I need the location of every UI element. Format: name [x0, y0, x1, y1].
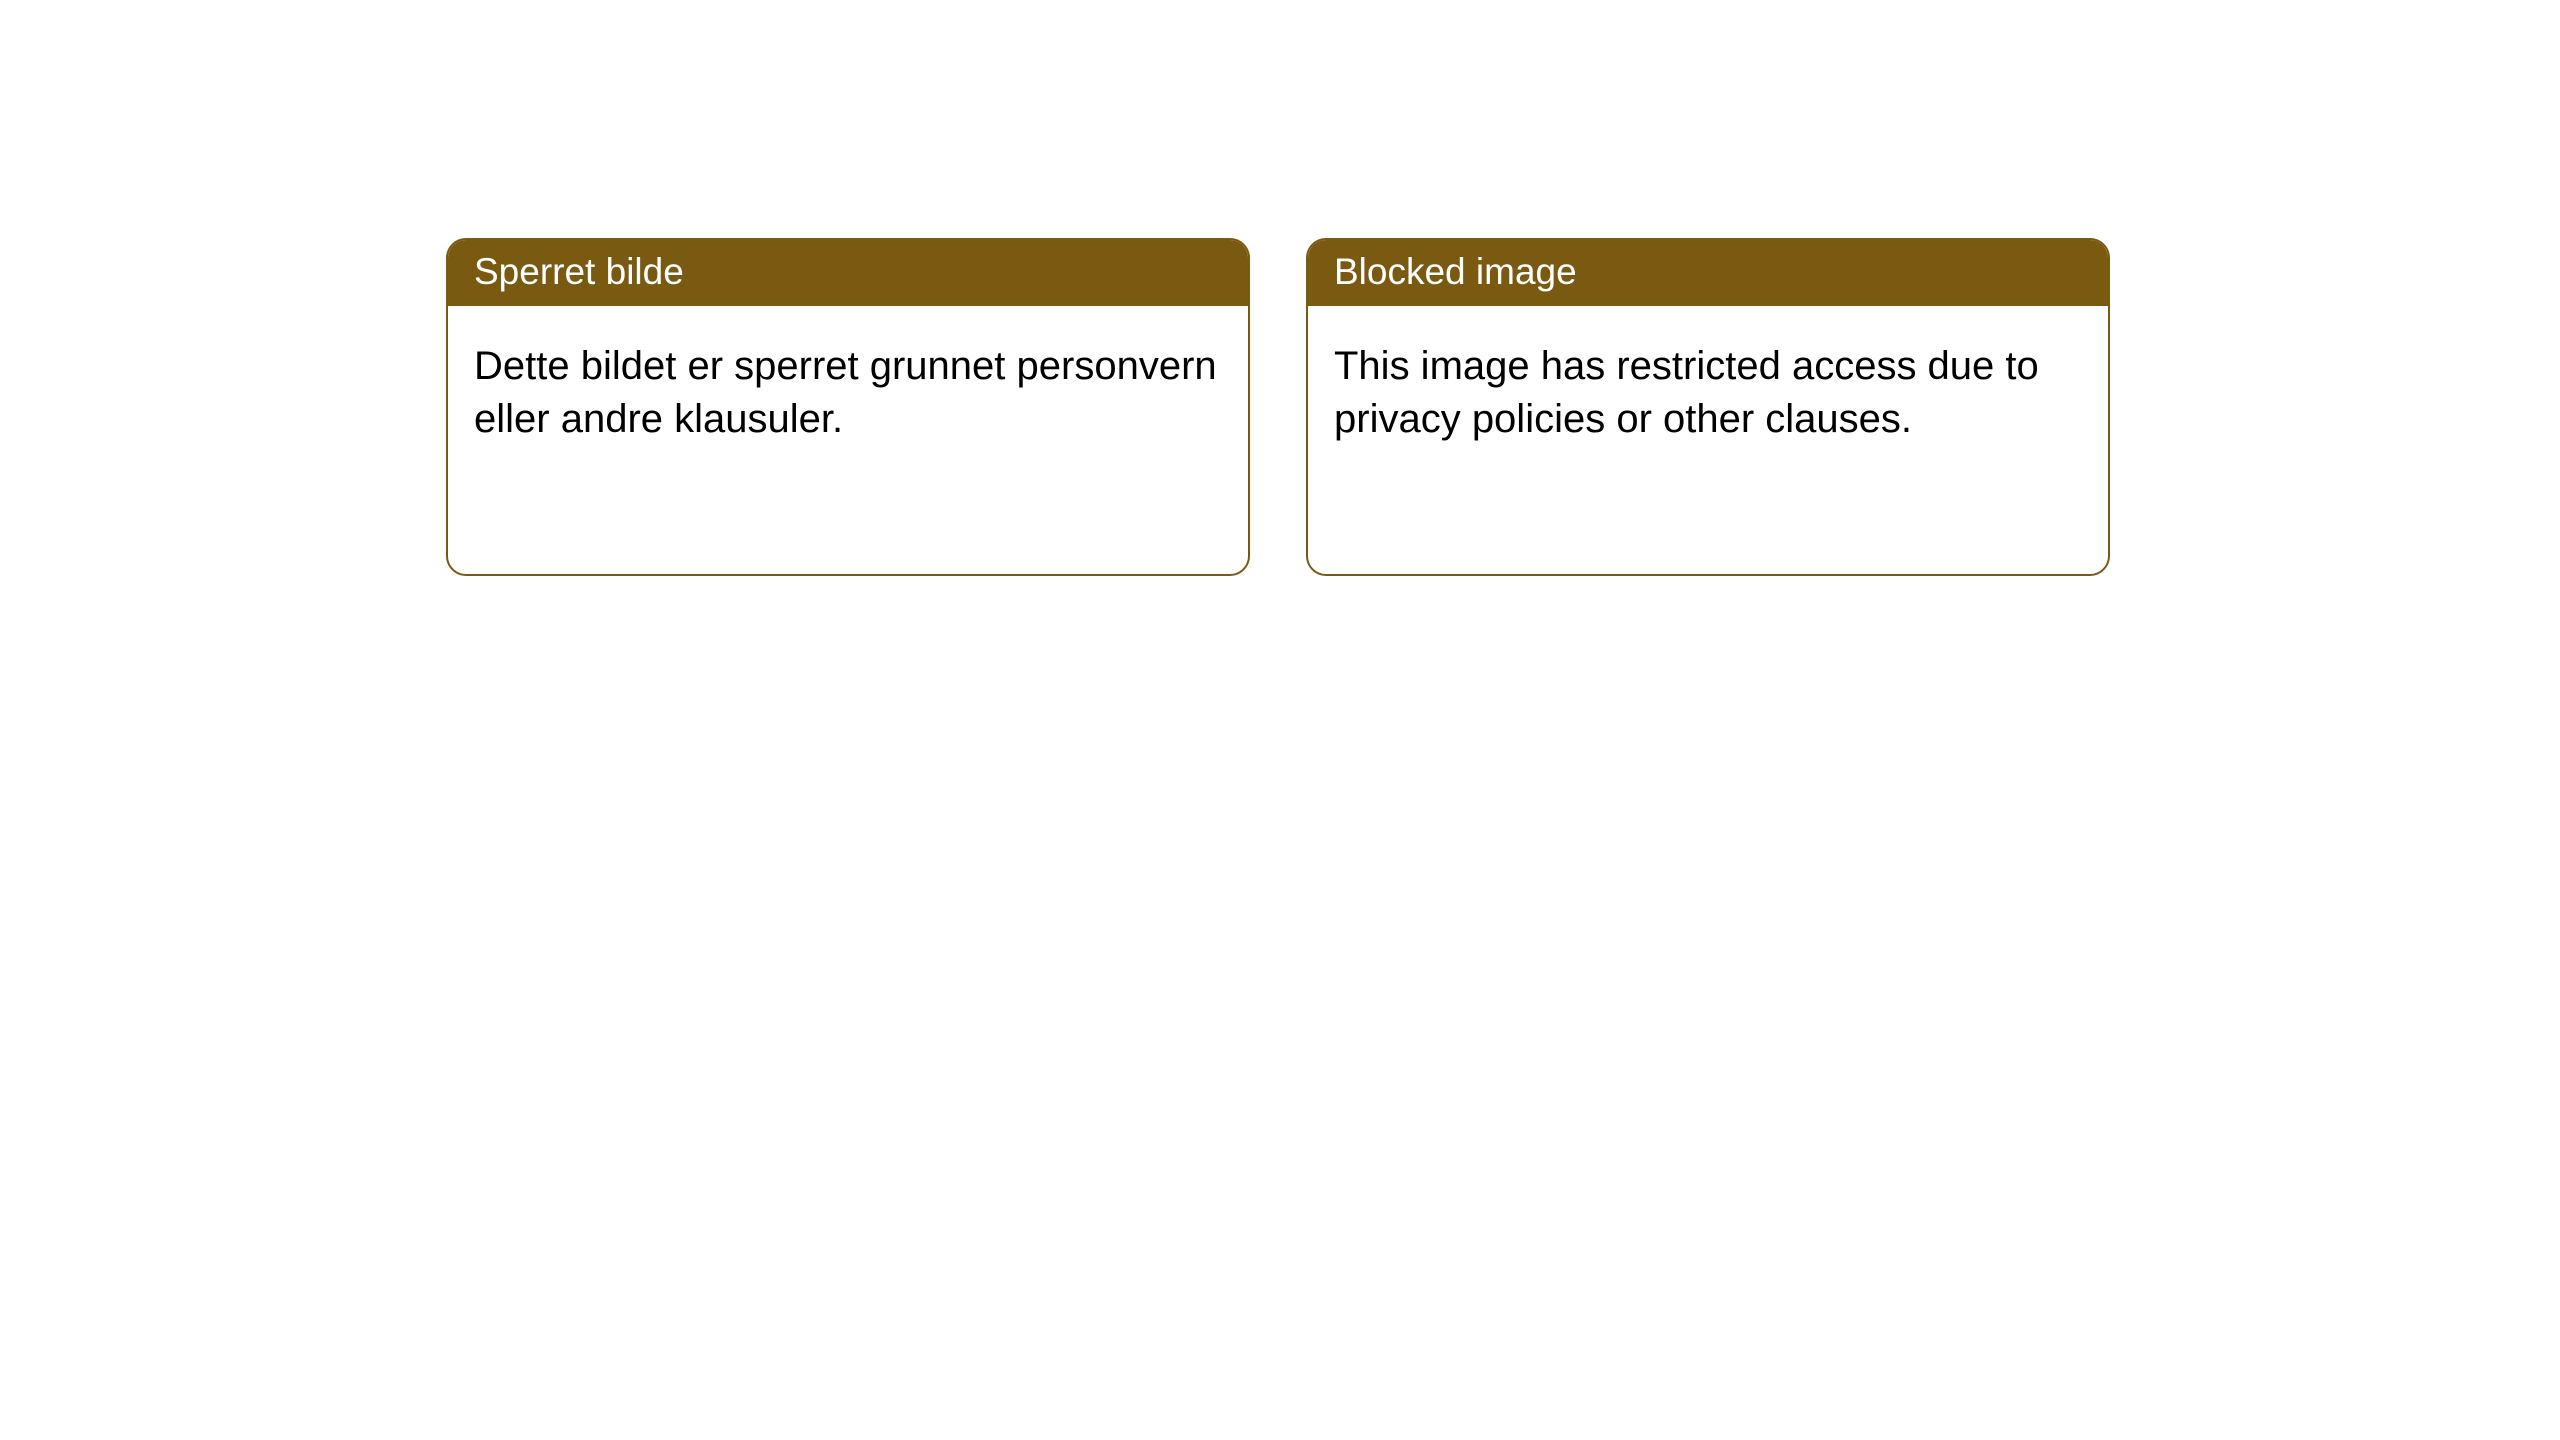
- card-header-en: Blocked image: [1308, 240, 2108, 306]
- card-header-no: Sperret bilde: [448, 240, 1248, 306]
- blocked-image-card-en: Blocked image This image has restricted …: [1306, 238, 2110, 576]
- card-body-no: Dette bildet er sperret grunnet personve…: [448, 306, 1248, 479]
- notice-cards-container: Sperret bilde Dette bildet er sperret gr…: [446, 238, 2110, 576]
- card-body-en: This image has restricted access due to …: [1308, 306, 2108, 479]
- blocked-image-card-no: Sperret bilde Dette bildet er sperret gr…: [446, 238, 1250, 576]
